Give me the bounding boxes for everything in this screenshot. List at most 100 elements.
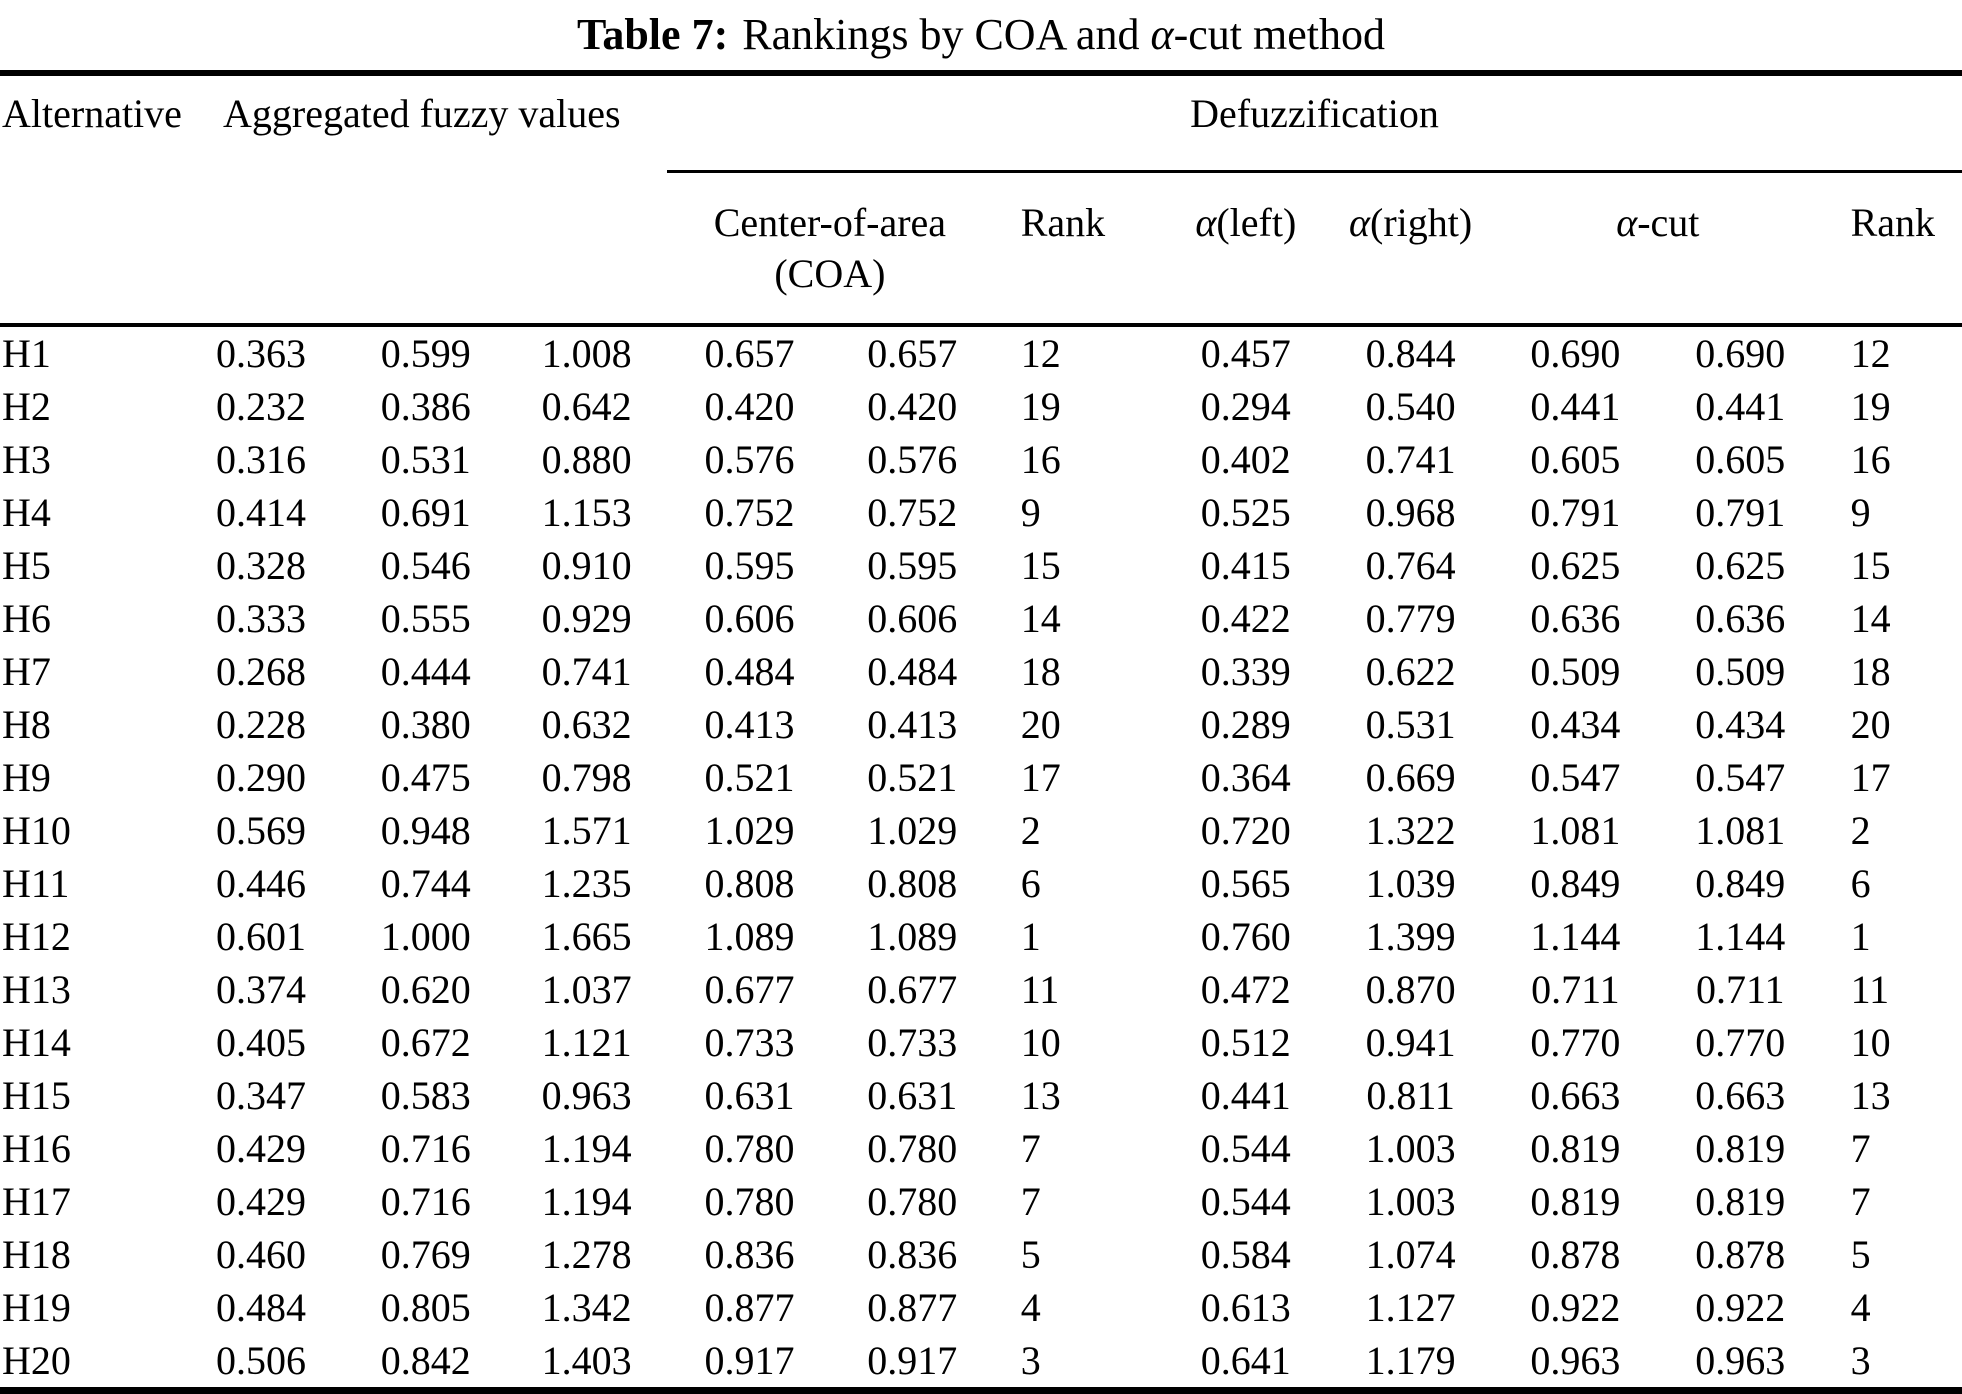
- cell-rank-coa: 6: [1020, 861, 1041, 906]
- table-row: H4 0.414 0.691 1.153 0.752 0.752 9 0.525…: [0, 486, 1962, 539]
- cell-coa-value-1: 1.029: [704, 808, 795, 853]
- cell-rank-cut: 7: [1850, 1126, 1871, 1171]
- table-row: H18 0.460 0.769 1.278 0.836 0.836 5 0.58…: [0, 1228, 1962, 1281]
- cell-fuzzy-low: 0.460: [215, 1232, 306, 1277]
- cell-fuzzy-mid: 0.475: [380, 755, 471, 800]
- cell-fuzzy-high: 1.194: [541, 1179, 632, 1224]
- cell-fuzzy-low: 0.484: [215, 1285, 306, 1330]
- cell-coa-value-1: 0.677: [704, 967, 795, 1012]
- cell-alpha-left: 0.720: [1200, 808, 1291, 853]
- cell-fuzzy-low: 0.429: [215, 1179, 306, 1224]
- cell-coa-value-1: 0.877: [704, 1285, 795, 1330]
- cell-alpha-left: 0.441: [1200, 1073, 1291, 1118]
- cell-alpha-left: 0.402: [1200, 437, 1291, 482]
- cell-fuzzy-low: 0.506: [215, 1338, 306, 1383]
- cell-coa-value-2: 0.657: [867, 331, 958, 376]
- column-header-alpha-cut: α-cut: [1493, 172, 1823, 326]
- cell-alternative: H5: [2, 543, 51, 588]
- cell-alpha-left: 0.512: [1200, 1020, 1291, 1065]
- cell-fuzzy-mid: 0.531: [380, 437, 471, 482]
- cell-alpha-cut-1: 0.690: [1530, 331, 1621, 376]
- cell-coa-value-2: 1.089: [867, 914, 958, 959]
- cell-coa-value-2: 0.677: [867, 967, 958, 1012]
- cell-fuzzy-high: 0.642: [541, 384, 632, 429]
- cell-alpha-cut-1: 1.081: [1530, 808, 1621, 853]
- cell-rank-coa: 7: [1020, 1179, 1041, 1224]
- cell-coa-value-1: 0.780: [704, 1179, 795, 1224]
- cell-fuzzy-low: 0.429: [215, 1126, 306, 1171]
- cell-rank-coa: 3: [1020, 1338, 1041, 1383]
- cell-fuzzy-mid: 0.716: [380, 1179, 471, 1224]
- cell-alpha-cut-2: 0.791: [1695, 490, 1786, 535]
- column-header-center-of-area: Center-of-area (COA): [667, 172, 993, 326]
- cell-rank-coa: 14: [1020, 596, 1061, 641]
- column-header-aggregated-fuzzy-values: Aggregated fuzzy values: [223, 91, 621, 136]
- cell-alternative: H3: [2, 437, 51, 482]
- cell-fuzzy-high: 1.194: [541, 1126, 632, 1171]
- cell-alpha-cut-2: 0.711: [1695, 967, 1785, 1012]
- cell-rank-cut: 13: [1850, 1073, 1891, 1118]
- cell-coa-value-2: 0.420: [867, 384, 958, 429]
- cell-alpha-left: 0.544: [1200, 1126, 1291, 1171]
- cell-coa-value-2: 0.595: [867, 543, 958, 588]
- cell-alpha-cut-1: 0.922: [1530, 1285, 1621, 1330]
- cell-rank-cut: 7: [1850, 1179, 1871, 1224]
- cell-alpha-right: 1.179: [1365, 1338, 1456, 1383]
- cell-alpha-right: 0.844: [1365, 331, 1456, 376]
- cell-alpha-left: 0.364: [1200, 755, 1291, 800]
- cell-coa-value-2: 0.413: [867, 702, 958, 747]
- cell-rank-cut: 18: [1850, 649, 1891, 694]
- cell-alpha-left: 0.613: [1200, 1285, 1291, 1330]
- cell-alpha-right: 0.540: [1365, 384, 1456, 429]
- cell-fuzzy-low: 0.333: [215, 596, 306, 641]
- cell-fuzzy-high: 0.632: [541, 702, 632, 747]
- cell-alpha-cut-1: 0.849: [1530, 861, 1621, 906]
- cell-rank-coa: 5: [1020, 1232, 1041, 1277]
- cell-alpha-right: 1.003: [1365, 1179, 1456, 1224]
- cell-alpha-cut-1: 0.434: [1530, 702, 1621, 747]
- cell-alpha-cut-2: 0.849: [1695, 861, 1786, 906]
- cell-fuzzy-high: 1.121: [541, 1020, 632, 1065]
- column-header-alpha-left: α(left): [1163, 172, 1328, 326]
- cell-alternative: H4: [2, 490, 51, 535]
- cell-alpha-left: 0.525: [1200, 490, 1291, 535]
- column-header-alpha-right: α(right): [1328, 172, 1493, 326]
- center-of-area-line2: (COA): [774, 251, 886, 296]
- table-body: H1 0.363 0.599 1.008 0.657 0.657 12 0.45…: [0, 325, 1962, 1391]
- cell-alpha-cut-2: 0.547: [1695, 755, 1786, 800]
- cell-alpha-cut-2: 0.963: [1695, 1338, 1786, 1383]
- cell-alpha-cut-1: 0.819: [1530, 1179, 1621, 1224]
- column-header-rank-cut: Rank: [1850, 200, 1936, 245]
- cell-fuzzy-low: 0.232: [215, 384, 306, 429]
- cell-alpha-cut-2: 0.434: [1695, 702, 1786, 747]
- cell-alpha-right: 1.322: [1365, 808, 1456, 853]
- cell-rank-coa: 2: [1020, 808, 1041, 853]
- cell-alpha-cut-1: 0.711: [1531, 967, 1620, 1012]
- cell-alpha-cut-2: 0.509: [1695, 649, 1786, 694]
- cell-coa-value-1: 0.606: [704, 596, 795, 641]
- cell-alpha-right: 1.039: [1365, 861, 1456, 906]
- cell-alternative: H2: [2, 384, 51, 429]
- cell-alpha-right: 0.779: [1365, 596, 1456, 641]
- table-row: H11 0.446 0.744 1.235 0.808 0.808 6 0.56…: [0, 857, 1962, 910]
- cell-alpha-cut-2: 0.605: [1695, 437, 1786, 482]
- cell-alpha-cut-1: 0.878: [1530, 1232, 1621, 1277]
- table-header: Alternative Aggregated fuzzy values Defu…: [0, 73, 1962, 325]
- cell-rank-cut: 16: [1850, 437, 1891, 482]
- cell-alpha-right: 1.074: [1365, 1232, 1456, 1277]
- cell-rank-cut: 6: [1850, 861, 1871, 906]
- alpha-cut-suffix: -cut: [1637, 200, 1700, 245]
- cell-alternative: H19: [2, 1285, 71, 1330]
- cell-fuzzy-mid: 0.380: [380, 702, 471, 747]
- cell-fuzzy-mid: 0.555: [380, 596, 471, 641]
- cell-alpha-cut-1: 0.636: [1530, 596, 1621, 641]
- cell-alpha-cut-2: 0.663: [1695, 1073, 1786, 1118]
- cell-rank-coa: 7: [1020, 1126, 1041, 1171]
- cell-alpha-right: 1.127: [1365, 1285, 1456, 1330]
- cell-rank-coa: 17: [1020, 755, 1061, 800]
- cell-coa-value-1: 0.484: [704, 649, 795, 694]
- cell-fuzzy-high: 1.037: [541, 967, 632, 1012]
- cell-alpha-cut-2: 0.441: [1695, 384, 1786, 429]
- cell-alpha-cut-1: 0.819: [1530, 1126, 1621, 1171]
- cell-fuzzy-low: 0.601: [215, 914, 306, 959]
